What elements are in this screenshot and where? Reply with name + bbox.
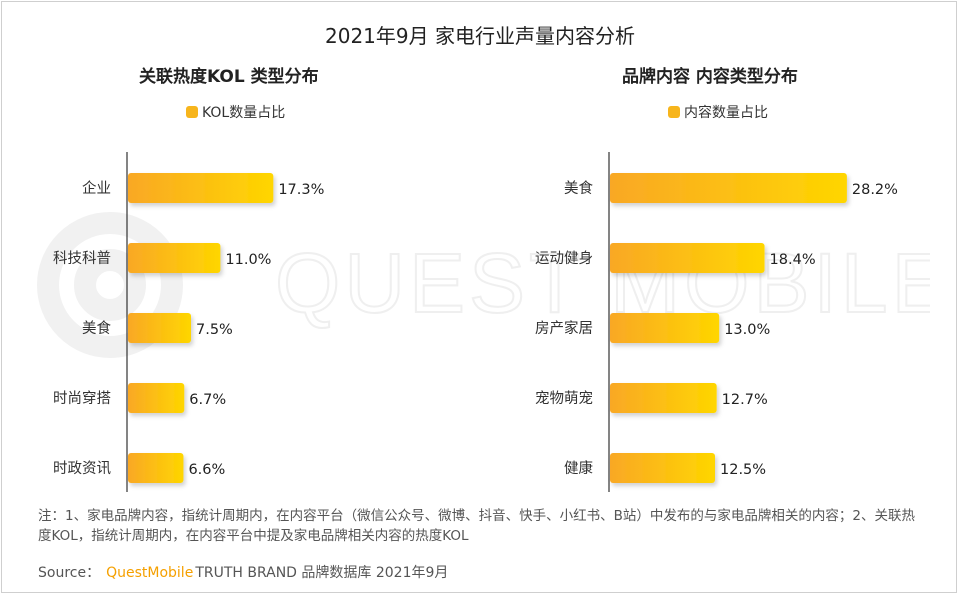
right-bar: [610, 243, 765, 273]
left-bar: [128, 243, 221, 273]
right-bar: [610, 453, 715, 483]
right-category-label: 健康: [564, 460, 593, 477]
legend-swatch: [668, 106, 680, 118]
left-value-label: 11.0%: [225, 252, 271, 268]
legend-label: 内容数量占比: [684, 105, 768, 121]
legend-label: KOL数量占比: [202, 105, 286, 121]
source-label: Source：: [38, 565, 101, 581]
left-bar: [128, 453, 184, 483]
left-category-label: 时尚穿搭: [53, 390, 111, 407]
main-title: 2021年9月 家电行业声量内容分析: [325, 24, 635, 48]
right-bar: [610, 173, 847, 203]
right-value-label: 12.5%: [720, 462, 766, 478]
right-category-label: 宠物萌宠: [535, 390, 593, 407]
left-value-label: 17.3%: [278, 182, 324, 198]
left-legend: KOL数量占比: [186, 102, 285, 122]
legend-swatch: [186, 106, 198, 118]
left-bar: [128, 313, 191, 343]
left-value-label: 6.7%: [189, 392, 226, 408]
source-brand: QuestMobile: [106, 565, 194, 581]
source-line: Source： QuestMobile TRUTH BRAND 品牌数据库 20…: [38, 562, 448, 582]
right-category-label: 房产家居: [535, 320, 593, 337]
right-category-label: 美食: [564, 180, 593, 197]
right-bar: [610, 313, 720, 343]
source-rest: TRUTH BRAND 品牌数据库 2021年9月: [195, 565, 449, 581]
right-legend: 内容数量占比: [668, 102, 768, 122]
right-panel-title: 品牌内容 内容类型分布: [622, 67, 798, 87]
left-value-label: 6.6%: [188, 462, 225, 478]
left-panel-title: 关联热度KOL 类型分布: [139, 67, 319, 87]
right-category-label: 运动健身: [535, 250, 593, 267]
right-value-label: 18.4%: [770, 252, 816, 268]
right-value-label: 28.2%: [852, 182, 898, 198]
left-category-label: 企业: [82, 179, 111, 197]
left-category-label: 科技科普: [53, 250, 111, 267]
right-bar: [610, 383, 717, 413]
left-category-label: 美食: [82, 320, 111, 337]
left-bar: [128, 173, 274, 203]
right-value-label: 12.7%: [722, 392, 768, 408]
right-value-label: 13.0%: [724, 322, 770, 338]
left-bar: [128, 383, 185, 413]
left-value-label: 7.5%: [196, 322, 233, 338]
left-category-label: 时政资讯: [53, 460, 111, 477]
footnote: 注：1、家电品牌内容，指统计周期内，在内容平台（微信公众号、微博、抖音、快手、小…: [38, 508, 915, 544]
